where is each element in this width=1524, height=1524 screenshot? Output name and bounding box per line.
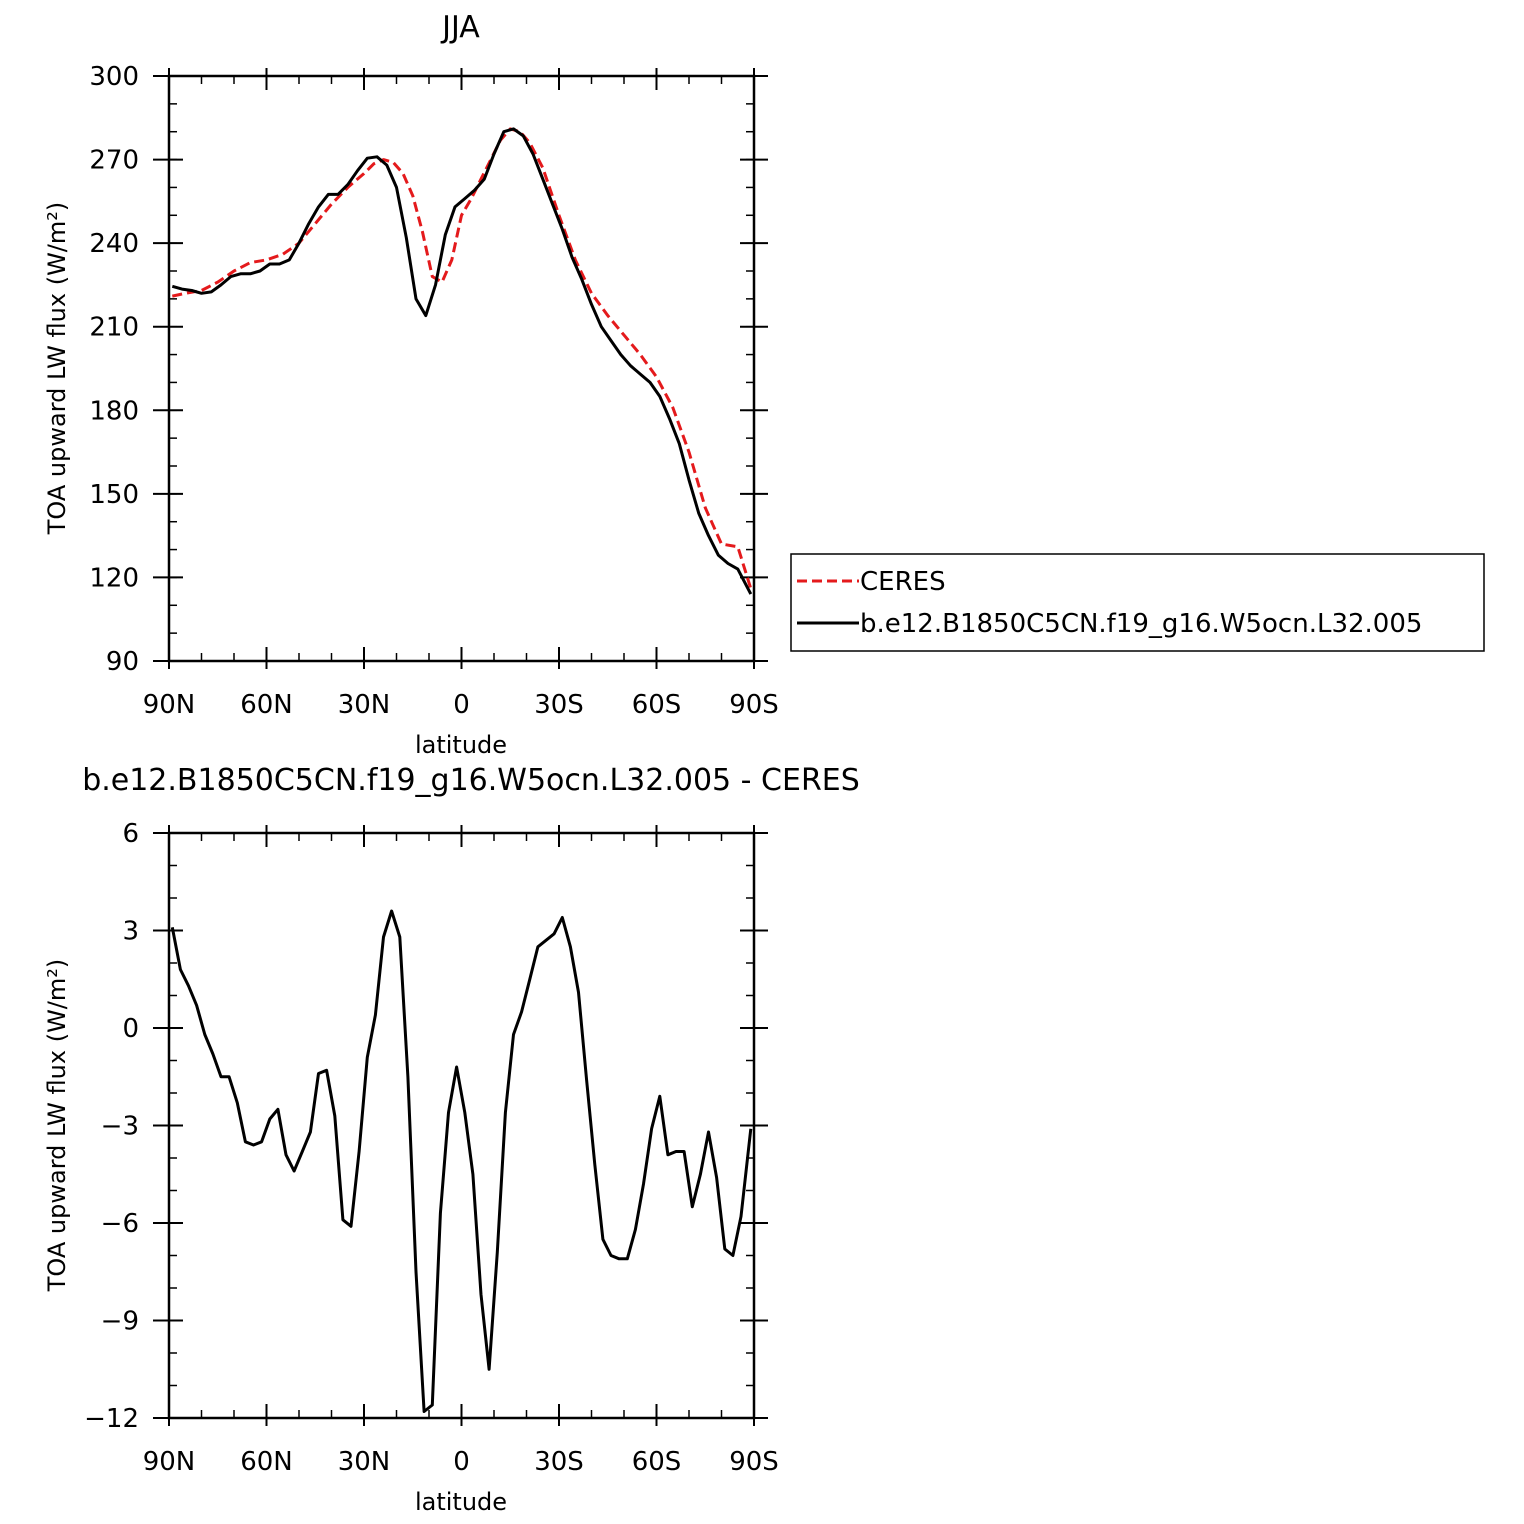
x-tick-labels: 90N 60N 30N 0 30S 60S 90S — [143, 690, 779, 720]
x-tick-label: 90S — [729, 1447, 779, 1477]
x-axis-label: latitude — [415, 1488, 507, 1516]
series-line-difference — [170, 909, 753, 1413]
y-tick-label: 120 — [89, 563, 139, 593]
y-tick-label: −9 — [101, 1307, 139, 1337]
x-tick-label: 90S — [729, 690, 779, 720]
plot-frame — [167, 74, 756, 663]
x-tick-label: 60S — [632, 690, 682, 720]
x-tick-labels: 90N 60N 30N 0 30S 60S 90S — [143, 1447, 779, 1477]
y-axis-label: TOA upward LW flux (W/m²) — [43, 959, 71, 1293]
series-lines — [170, 909, 753, 1413]
x-tick-label: 0 — [453, 690, 470, 720]
y-tick-label: 90 — [106, 647, 139, 677]
y-tick-label: 180 — [89, 396, 139, 426]
x-tick-label: 30S — [534, 1447, 584, 1477]
x-axis-label: latitude — [415, 731, 507, 759]
x-tick-label: 90N — [143, 690, 196, 720]
panel-title: b.e12.B1850C5CN.f19_g16.W5ocn.L32.005 - … — [82, 763, 860, 798]
flux-panel: JJA 90N 60N 30N 0 30S 60S 90S 90 120 150 180 210 24… — [43, 10, 1485, 759]
panel-title: JJA — [440, 10, 480, 45]
y-tick-label: 6 — [122, 819, 139, 849]
x-tick-label: 30N — [338, 1447, 391, 1477]
y-tick-label: −6 — [101, 1209, 139, 1239]
legend-label-ceres: CERES — [860, 567, 946, 597]
plot-frame — [167, 831, 756, 1420]
x-tick-label: 30S — [534, 690, 584, 720]
y-tick-label: 150 — [89, 480, 139, 510]
axis-ticks — [153, 68, 768, 669]
y-tick-label: 210 — [89, 313, 139, 343]
y-tick-label: 270 — [89, 146, 139, 176]
x-tick-label: 30N — [338, 690, 391, 720]
series-line-b — [171, 127, 753, 595]
y-tick-label: 240 — [89, 229, 139, 259]
legend-box — [790, 553, 1485, 652]
x-tick-label: 60N — [240, 1447, 293, 1477]
y-axis-label: TOA upward LW flux (W/m²) — [43, 202, 71, 536]
series-lines — [171, 127, 753, 595]
y-tick-label: −12 — [84, 1404, 139, 1434]
y-tick-label: 300 — [89, 62, 139, 92]
legend: CERES b.e12.B1850C5CN.f19_g16.W5ocn.L32.… — [790, 553, 1485, 652]
y-tick-label: 3 — [122, 917, 139, 947]
x-tick-label: 90N — [143, 1447, 196, 1477]
y-tick-labels: −12 −9 −6 −3 0 3 6 — [84, 819, 139, 1434]
difference-panel: b.e12.B1850C5CN.f19_g16.W5ocn.L32.005 - … — [43, 763, 860, 1516]
y-tick-label: −3 — [101, 1112, 139, 1142]
x-tick-label: 0 — [453, 1447, 470, 1477]
y-tick-labels: 90 120 150 180 210 240 270 300 — [89, 62, 139, 677]
legend-label-model: b.e12.B1850C5CN.f19_g16.W5ocn.L32.005 — [860, 609, 1422, 639]
axis-ticks — [153, 825, 768, 1426]
series-line-ceres — [171, 127, 753, 590]
x-tick-label: 60S — [632, 1447, 682, 1477]
y-tick-label: 0 — [122, 1014, 139, 1044]
x-tick-label: 60N — [240, 690, 293, 720]
